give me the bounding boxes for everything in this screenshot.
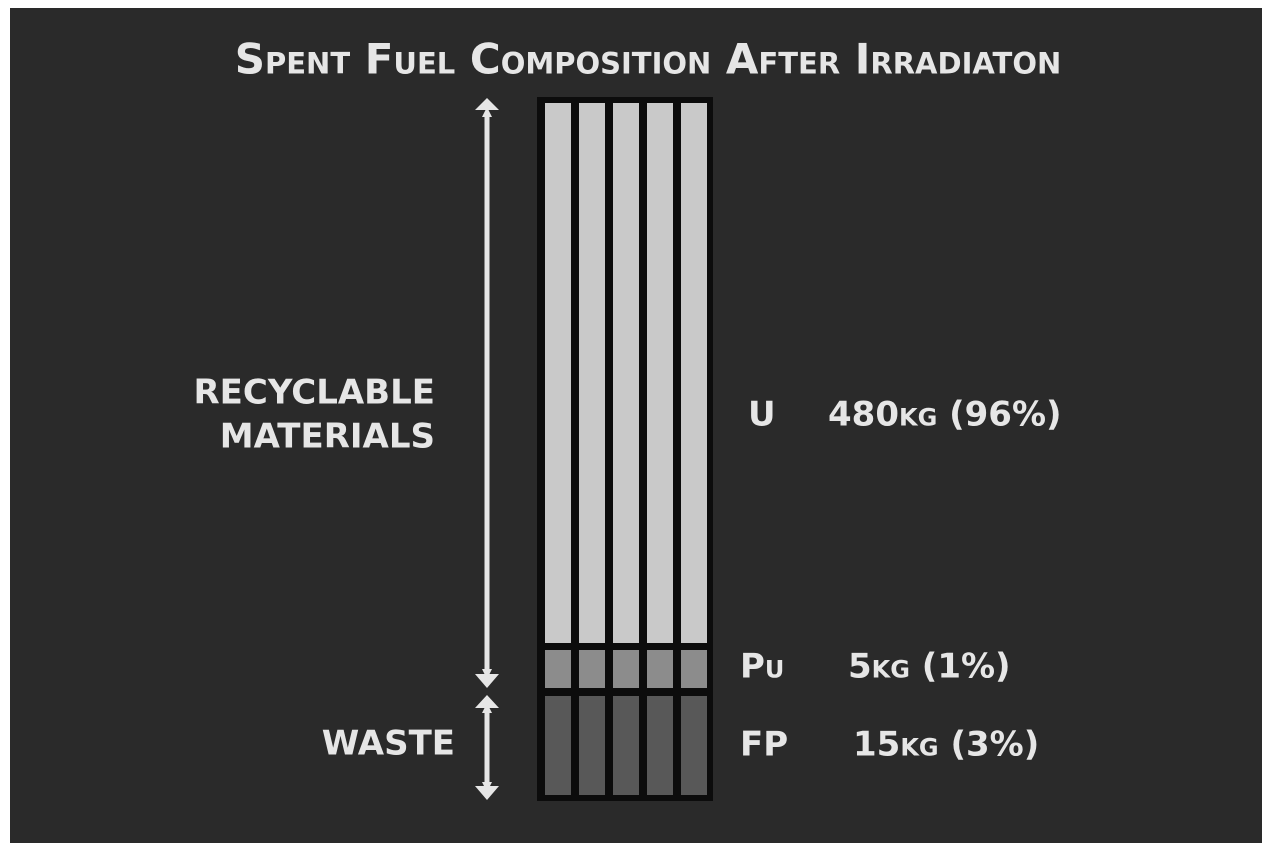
material-amount: 5kg (1%) bbox=[848, 647, 1011, 687]
group-label: RECYCLABLE bbox=[193, 373, 435, 413]
fission-product-rod bbox=[579, 696, 605, 795]
arrow-head bbox=[475, 674, 499, 688]
rods bbox=[545, 103, 707, 795]
material-amount: 480kg (96%) bbox=[828, 395, 1062, 435]
group-label: WASTE bbox=[322, 724, 455, 764]
plutonium-rod bbox=[681, 650, 707, 688]
material-amount: 15kg (3%) bbox=[853, 725, 1039, 765]
title: Spent Fuel Composition After Irradiaton bbox=[235, 35, 1062, 84]
uranium-rod bbox=[545, 103, 571, 643]
arrow-head bbox=[475, 786, 499, 800]
plutonium-rod bbox=[613, 650, 639, 688]
plutonium-rod bbox=[647, 650, 673, 688]
fission-product-rod bbox=[545, 696, 571, 795]
fission-product-rod bbox=[681, 696, 707, 795]
plutonium-rod bbox=[545, 650, 571, 688]
material-symbol: Pu bbox=[740, 647, 784, 687]
uranium-rod bbox=[681, 103, 707, 643]
uranium-rod bbox=[613, 103, 639, 643]
group-label: MATERIALS bbox=[220, 417, 435, 457]
material-symbol: U bbox=[748, 395, 776, 435]
fission-product-rod bbox=[613, 696, 639, 795]
uranium-rod bbox=[647, 103, 673, 643]
arrow-head bbox=[475, 98, 499, 110]
material-symbol: FP bbox=[740, 725, 788, 765]
arrow-head bbox=[475, 695, 499, 708]
uranium-rod bbox=[579, 103, 605, 643]
fission-product-rod bbox=[647, 696, 673, 795]
plutonium-rod bbox=[579, 650, 605, 688]
